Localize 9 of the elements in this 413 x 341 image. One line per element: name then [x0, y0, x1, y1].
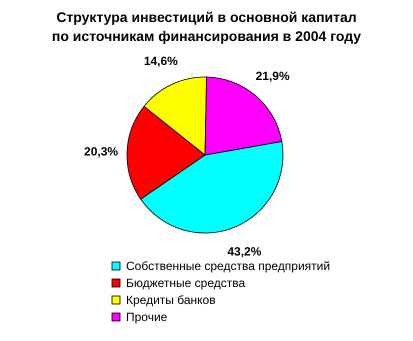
legend-label: Кредиты банков [126, 293, 216, 307]
data-label: 14,6% [144, 54, 178, 68]
legend-label: Прочие [126, 310, 168, 324]
legend-label: Собственные средства предприятий [126, 259, 330, 273]
legend-label: Бюджетные средства [126, 276, 246, 290]
chart-title: Структура инвестиций в основной капитал по источникам финансирования в 2004 году [52, 9, 362, 44]
data-label: 43,2% [227, 244, 262, 258]
data-label: 21,9% [256, 69, 290, 84]
data-label: 20,3% [84, 144, 118, 158]
